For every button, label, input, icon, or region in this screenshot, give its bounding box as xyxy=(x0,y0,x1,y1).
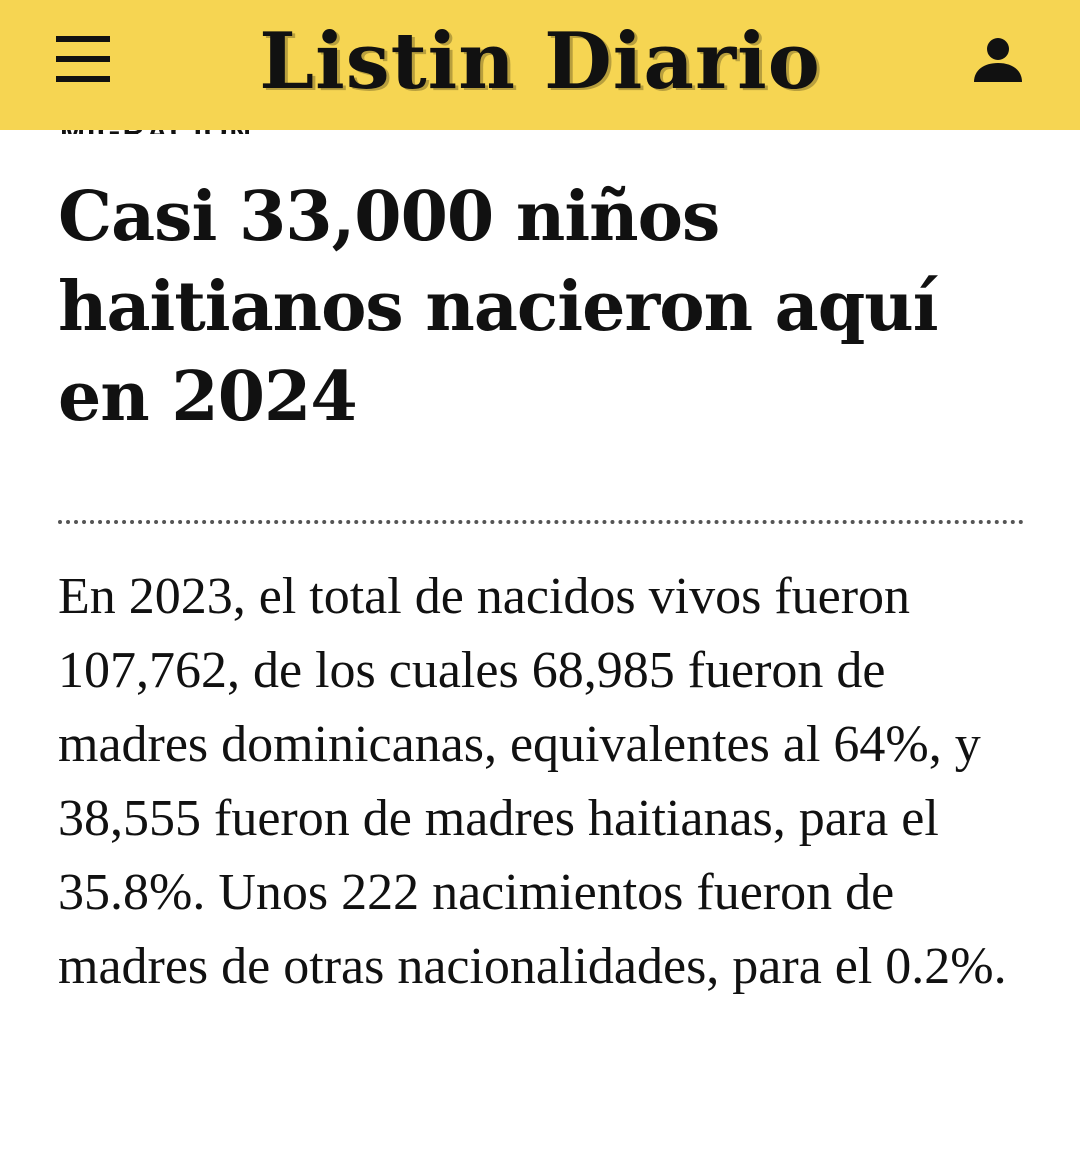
site-logo[interactable]: Listin Diario xyxy=(259,16,821,107)
dotted-divider xyxy=(58,520,1024,524)
user-silhouette-icon xyxy=(974,38,1022,82)
menu-bar xyxy=(56,56,110,62)
article-headline: Casi 33,000 niños haitianos nacieron aqu… xyxy=(58,177,939,437)
menu-bar xyxy=(56,36,110,42)
user-account-icon[interactable] xyxy=(970,32,1026,88)
site-header: Listin Diario xyxy=(0,0,1080,130)
article-body: En 2023, el total de nacidos vivos fuero… xyxy=(58,568,1007,995)
menu-bar xyxy=(56,76,110,82)
hamburger-menu-icon[interactable] xyxy=(56,36,112,84)
